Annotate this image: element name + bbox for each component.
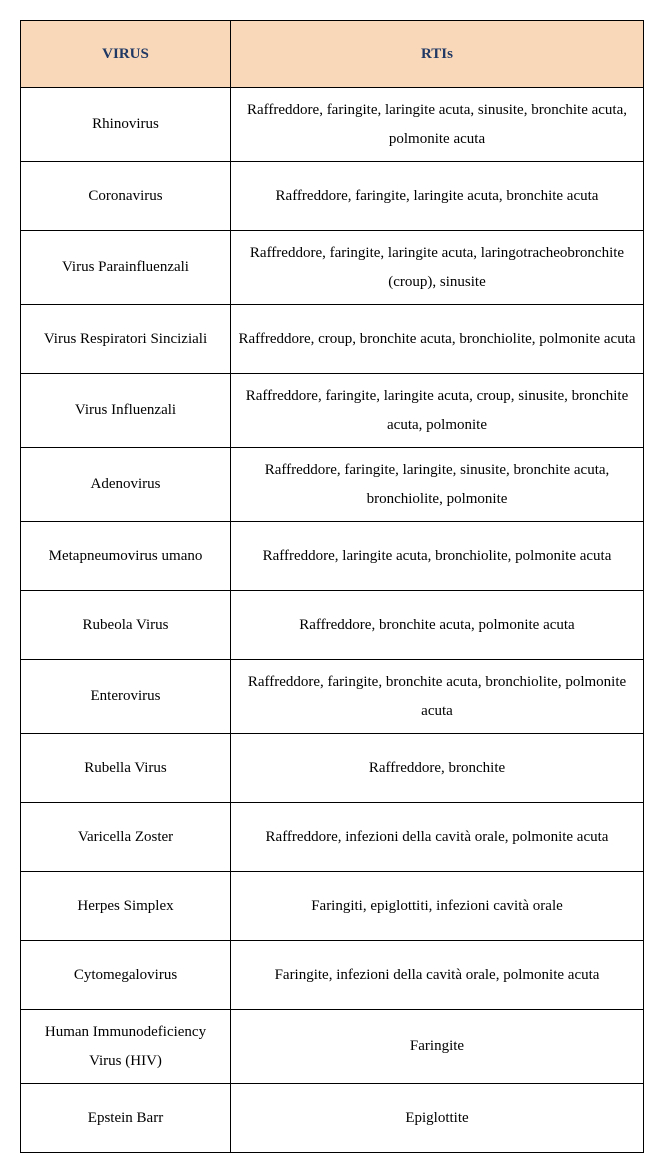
table-row: Virus ParainfluenzaliRaffreddore, faring… — [21, 231, 644, 305]
cell-virus: Adenovirus — [21, 448, 231, 522]
cell-rti: Raffreddore, croup, bronchite acuta, bro… — [231, 305, 644, 374]
cell-virus: Virus Influenzali — [21, 374, 231, 448]
table-row: Virus InfluenzaliRaffreddore, faringite,… — [21, 374, 644, 448]
table-row: AdenovirusRaffreddore, faringite, laring… — [21, 448, 644, 522]
table-header-row: VIRUS RTIs — [21, 21, 644, 88]
header-rti: RTIs — [231, 21, 644, 88]
header-virus: VIRUS — [21, 21, 231, 88]
cell-rti: Raffreddore, faringite, laringite acuta,… — [231, 231, 644, 305]
cell-rti: Raffreddore, laringite acuta, bronchioli… — [231, 522, 644, 591]
table-row: CoronavirusRaffreddore, faringite, larin… — [21, 162, 644, 231]
cell-virus: Coronavirus — [21, 162, 231, 231]
cell-rti: Raffreddore, faringite, laringite acuta,… — [231, 374, 644, 448]
table-row: Herpes SimplexFaringiti, epiglottiti, in… — [21, 872, 644, 941]
table-row: EnterovirusRaffreddore, faringite, bronc… — [21, 660, 644, 734]
cell-rti: Faringiti, epiglottiti, infezioni cavità… — [231, 872, 644, 941]
cell-rti: Epiglottite — [231, 1084, 644, 1153]
cell-virus: Rubella Virus — [21, 734, 231, 803]
cell-rti: Raffreddore, bronchite acuta, polmonite … — [231, 591, 644, 660]
table-body: RhinovirusRaffreddore, faringite, laring… — [21, 88, 644, 1153]
cell-virus: Rhinovirus — [21, 88, 231, 162]
cell-rti: Faringite, infezioni della cavità orale,… — [231, 941, 644, 1010]
table-row: Virus Respiratori SincizialiRaffreddore,… — [21, 305, 644, 374]
cell-rti: Raffreddore, faringite, laringite acuta,… — [231, 162, 644, 231]
table-row: Varicella ZosterRaffreddore, infezioni d… — [21, 803, 644, 872]
cell-virus: Cytomegalovirus — [21, 941, 231, 1010]
cell-virus: Metapneumovirus umano — [21, 522, 231, 591]
table-row: CytomegalovirusFaringite, infezioni dell… — [21, 941, 644, 1010]
cell-virus: Varicella Zoster — [21, 803, 231, 872]
cell-rti: Raffreddore, faringite, laringite, sinus… — [231, 448, 644, 522]
table-row: Rubeola VirusRaffreddore, bronchite acut… — [21, 591, 644, 660]
cell-virus: Herpes Simplex — [21, 872, 231, 941]
table-row: Rubella VirusRaffreddore, bronchite — [21, 734, 644, 803]
cell-virus: Virus Respiratori Sinciziali — [21, 305, 231, 374]
virus-rti-table: VIRUS RTIs RhinovirusRaffreddore, faring… — [20, 20, 644, 1153]
table-row: Metapneumovirus umanoRaffreddore, laring… — [21, 522, 644, 591]
cell-rti: Raffreddore, infezioni della cavità oral… — [231, 803, 644, 872]
cell-virus: Rubeola Virus — [21, 591, 231, 660]
cell-virus: Enterovirus — [21, 660, 231, 734]
table-row: RhinovirusRaffreddore, faringite, laring… — [21, 88, 644, 162]
table-row: Epstein BarrEpiglottite — [21, 1084, 644, 1153]
cell-rti: Raffreddore, bronchite — [231, 734, 644, 803]
cell-virus: Epstein Barr — [21, 1084, 231, 1153]
cell-rti: Raffreddore, faringite, laringite acuta,… — [231, 88, 644, 162]
cell-rti: Raffreddore, faringite, bronchite acuta,… — [231, 660, 644, 734]
cell-virus: Virus Parainfluenzali — [21, 231, 231, 305]
